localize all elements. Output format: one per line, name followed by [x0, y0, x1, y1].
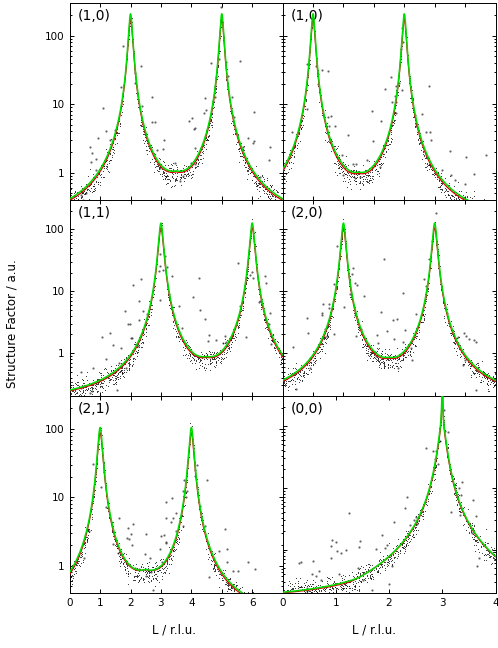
Text: (2,0): (2,0): [291, 205, 324, 220]
Text: Structure Factor / a.u.: Structure Factor / a.u.: [6, 260, 19, 388]
Text: (2,1): (2,1): [78, 402, 111, 416]
Text: (1,0): (1,0): [291, 9, 324, 23]
Text: L / r.l.u.: L / r.l.u.: [352, 623, 395, 636]
Text: (0,0): (0,0): [291, 402, 324, 416]
Text: (1,0): (1,0): [78, 9, 111, 23]
Text: (1,1): (1,1): [78, 205, 111, 220]
Text: L / r.l.u.: L / r.l.u.: [152, 623, 196, 636]
